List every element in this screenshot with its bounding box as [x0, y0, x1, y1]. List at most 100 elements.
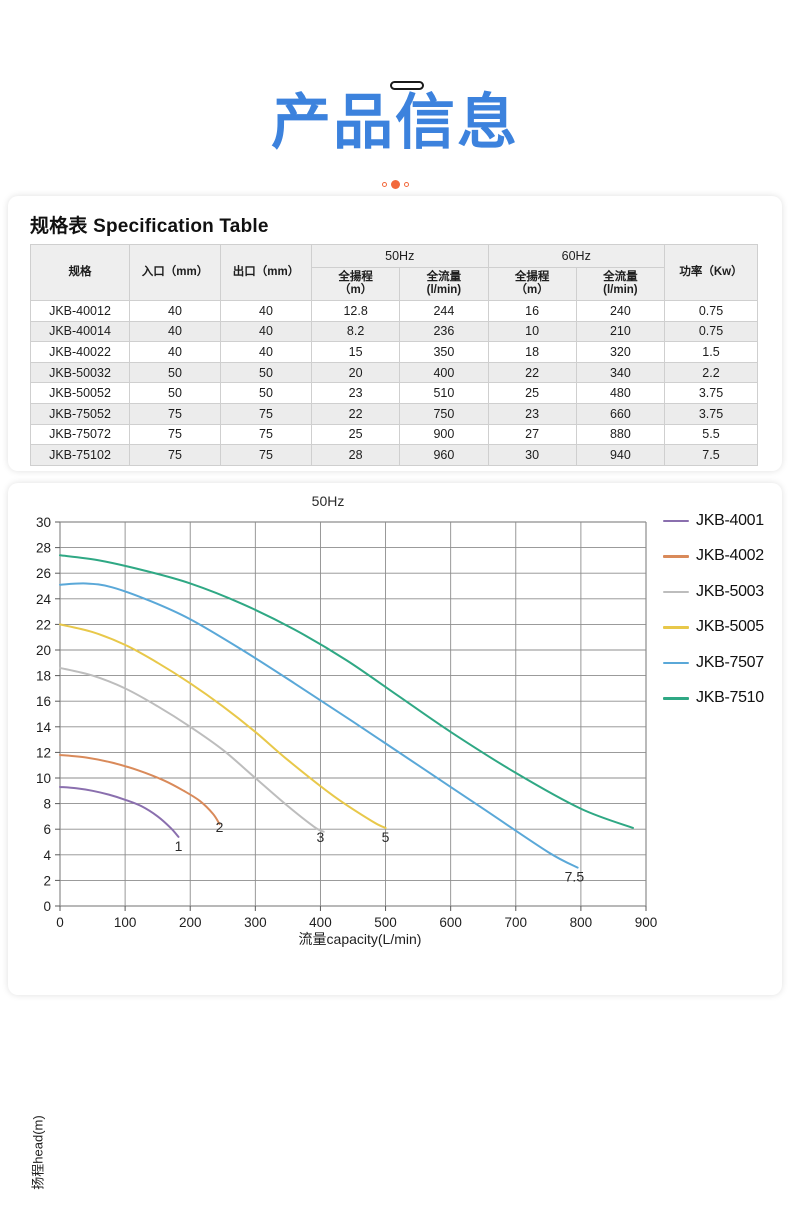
legend-label: JKB-4002: [696, 547, 764, 565]
legend-color-swatch: [663, 519, 689, 522]
table-cell: 940: [575, 444, 666, 466]
table-sub-header-row: 全揚程 （m） 全流量 (l/min) 全揚程 （m） 全流量 (l/min): [31, 267, 758, 301]
table-cell-model: JKB-40022: [30, 341, 130, 363]
col-group-50hz: 50Hz: [311, 244, 489, 268]
table-cell: 40: [129, 300, 221, 322]
table-cell-model: JKB-50032: [30, 361, 130, 384]
table-cell: 510: [399, 382, 489, 404]
y-tick-label: 20: [36, 643, 51, 658]
col-header-head-50-l2: （m）: [339, 284, 373, 296]
legend-label: JKB-5003: [696, 582, 764, 600]
table-cell: 40: [220, 300, 312, 322]
table-cell: 12.8: [310, 300, 401, 322]
page-header: 产品信息: [0, 0, 790, 196]
table-cell-model: JKB-40014: [30, 320, 130, 343]
table-cell: 40: [220, 320, 312, 343]
chart-annotation: 5: [382, 829, 390, 845]
y-tick-label: 0: [43, 899, 51, 914]
table-cell: 22: [310, 402, 401, 425]
chart-annotation: 1: [175, 838, 183, 854]
y-tick-label: 18: [36, 669, 51, 684]
table-row: JKB-50052 50 50 23 510 25 480 3.75: [30, 382, 758, 404]
chart-y-axis-label: 扬程head(m): [30, 1115, 46, 1190]
table-cell: 7.5: [664, 444, 758, 466]
col-header-flow-50: 全流量 (l/min): [399, 267, 489, 301]
table-row: JKB-75072 75 75 25 900 27 880 5.5: [30, 423, 758, 446]
table-cell: 75: [220, 423, 312, 446]
col-group-60hz: 60Hz: [487, 244, 665, 268]
legend-item[interactable]: JKB-4001: [663, 503, 783, 539]
table-row: JKB-75052 75 75 22 750 23 660 3.75: [30, 402, 758, 425]
table-row: JKB-50032 50 50 20 400 22 340 2.2: [30, 361, 758, 384]
col-header-flow-50-l2: (l/min): [426, 284, 462, 296]
table-cell-model: JKB-40012: [30, 300, 130, 322]
legend-label: JKB-7507: [696, 653, 764, 671]
table-cell: 350: [399, 341, 489, 363]
table-cell: 236: [399, 320, 489, 343]
table-cell-model: JKB-75052: [30, 402, 130, 425]
table-cell: 16: [487, 300, 577, 322]
y-tick-label: 8: [43, 797, 51, 812]
table-cell: 25: [310, 423, 401, 446]
table-cell-model: JKB-50052: [30, 382, 130, 404]
specification-table: 规格 入口（mm） 出口（mm） 50Hz 60Hz 功率（Kw） 全揚程 （m…: [30, 244, 758, 466]
chart-series-line: [59, 554, 634, 829]
table-cell: 1.5: [664, 341, 758, 363]
specification-table-heading: 规格表 Specification Table: [30, 216, 269, 237]
col-header-outlet: 出口（mm）: [220, 244, 312, 301]
table-cell: 40: [129, 341, 221, 363]
table-cell: 23: [487, 402, 577, 425]
table-cell: 340: [575, 361, 666, 384]
table-group-header-row: 规格 入口（mm） 出口（mm） 50Hz 60Hz 功率（Kw）: [30, 244, 758, 301]
table-cell: 210: [575, 320, 666, 343]
x-tick-label: 300: [244, 915, 267, 930]
legend-label: JKB-5005: [696, 618, 764, 636]
legend-item[interactable]: JKB-5005: [663, 610, 783, 646]
col-header-flow-60-l2: (l/min): [603, 284, 638, 296]
table-cell-model: JKB-75102: [30, 444, 130, 466]
table-cell: 50: [129, 382, 221, 404]
table-cell: 0.75: [664, 300, 758, 322]
table-cell: 75: [129, 444, 221, 466]
chart-legend: JKB-4001 JKB-4002 JKB-5003 JKB-5005 JKB-7507…: [663, 503, 783, 716]
table-cell: 8.2: [310, 320, 401, 343]
table-row: JKB-40012 40 40 12.8 244 16 240 0.75: [30, 300, 758, 322]
table-cell: 50: [129, 361, 221, 384]
x-tick-label: 700: [505, 915, 528, 930]
legend-item[interactable]: JKB-5003: [663, 574, 783, 610]
legend-item[interactable]: JKB-7507: [663, 645, 783, 681]
legend-color-swatch: [663, 697, 689, 700]
table-cell: 20: [310, 361, 401, 384]
table-cell: 10: [487, 320, 577, 343]
y-tick-label: 6: [43, 822, 51, 837]
legend-item[interactable]: JKB-7510: [663, 681, 783, 717]
table-cell: 22: [487, 361, 577, 384]
col-header-head-60-l2: （m）: [515, 284, 549, 296]
legend-color-swatch: [663, 555, 689, 558]
table-cell: 75: [220, 444, 312, 466]
x-tick-label: 200: [179, 915, 202, 930]
x-tick-label: 100: [114, 915, 137, 930]
table-cell: 5.5: [664, 423, 758, 446]
table-cell: 75: [220, 402, 312, 425]
y-tick-label: 30: [36, 515, 51, 530]
y-tick-label: 2: [43, 873, 51, 888]
chart-annotation: 2: [216, 819, 224, 835]
table-row: JKB-40014 40 40 8.2 236 10 210 0.75: [30, 320, 758, 343]
table-cell: 28: [310, 444, 401, 466]
dot-small-left: [381, 182, 387, 188]
y-tick-label: 12: [36, 745, 51, 760]
table-cell: 3.75: [664, 382, 758, 404]
col-header-flow-50-l1: 全流量: [426, 271, 462, 283]
legend-label: JKB-4001: [696, 511, 764, 529]
x-tick-label: 600: [439, 915, 462, 930]
chart-series-line: [59, 582, 579, 869]
chart-series-line: [59, 785, 180, 838]
dot-decoration: [0, 176, 790, 190]
dot-large-center: [390, 180, 400, 190]
table-cell: 40: [129, 320, 221, 343]
y-tick-label: 26: [36, 566, 51, 581]
legend-item[interactable]: JKB-4002: [663, 539, 783, 575]
table-cell: 320: [575, 341, 666, 363]
chart-series-line: [59, 666, 325, 833]
